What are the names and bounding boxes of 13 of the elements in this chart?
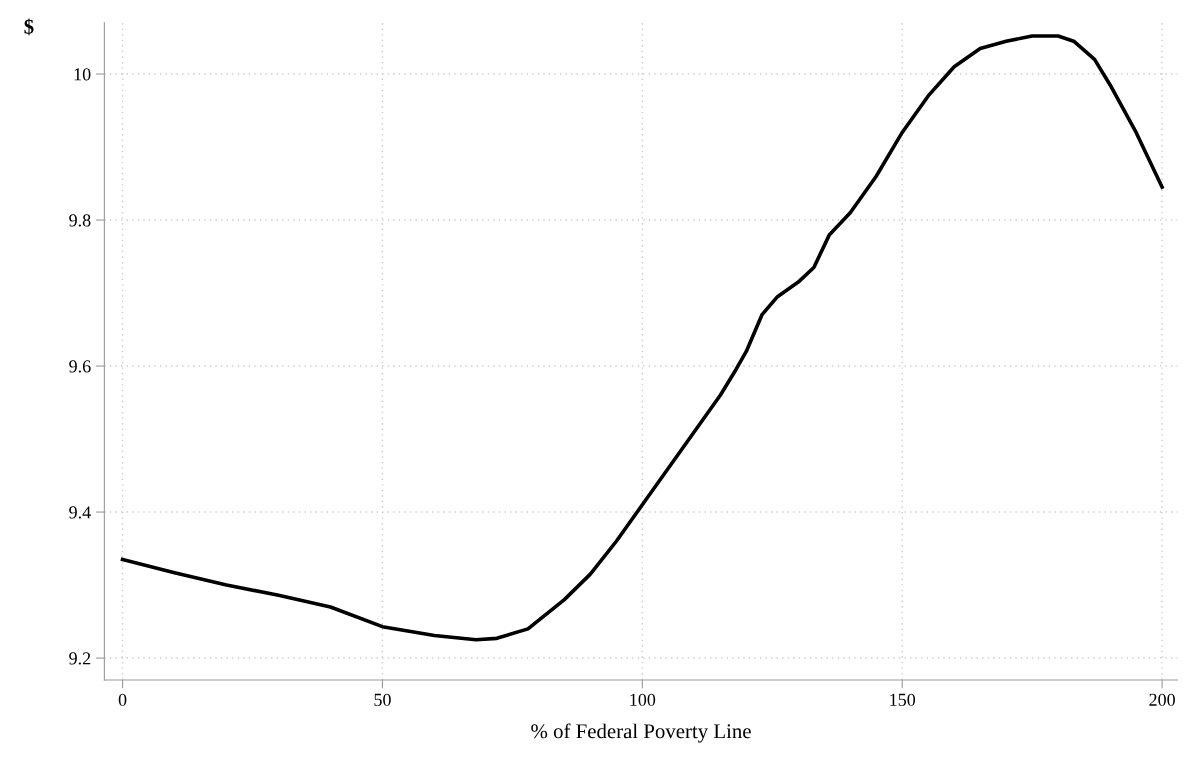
x-tick-label: 0 bbox=[118, 693, 127, 706]
x-tick-label: 100 bbox=[630, 693, 656, 706]
y-tick-label: 9.6 bbox=[69, 360, 91, 373]
y-tick-label: 10 bbox=[74, 68, 91, 81]
x-axis-title: % of Federal Poverty Line bbox=[531, 723, 751, 743]
y-axis-title: $ bbox=[24, 18, 34, 36]
y-tick-label: 9.2 bbox=[69, 652, 91, 665]
y-tick-label: 9.8 bbox=[69, 214, 91, 227]
x-tick-label: 200 bbox=[1149, 693, 1175, 706]
y-tick-label: 9.4 bbox=[69, 506, 91, 519]
line-series bbox=[120, 34, 1164, 642]
x-tick-label: 50 bbox=[374, 693, 391, 706]
x-tick-label: 150 bbox=[890, 693, 916, 706]
